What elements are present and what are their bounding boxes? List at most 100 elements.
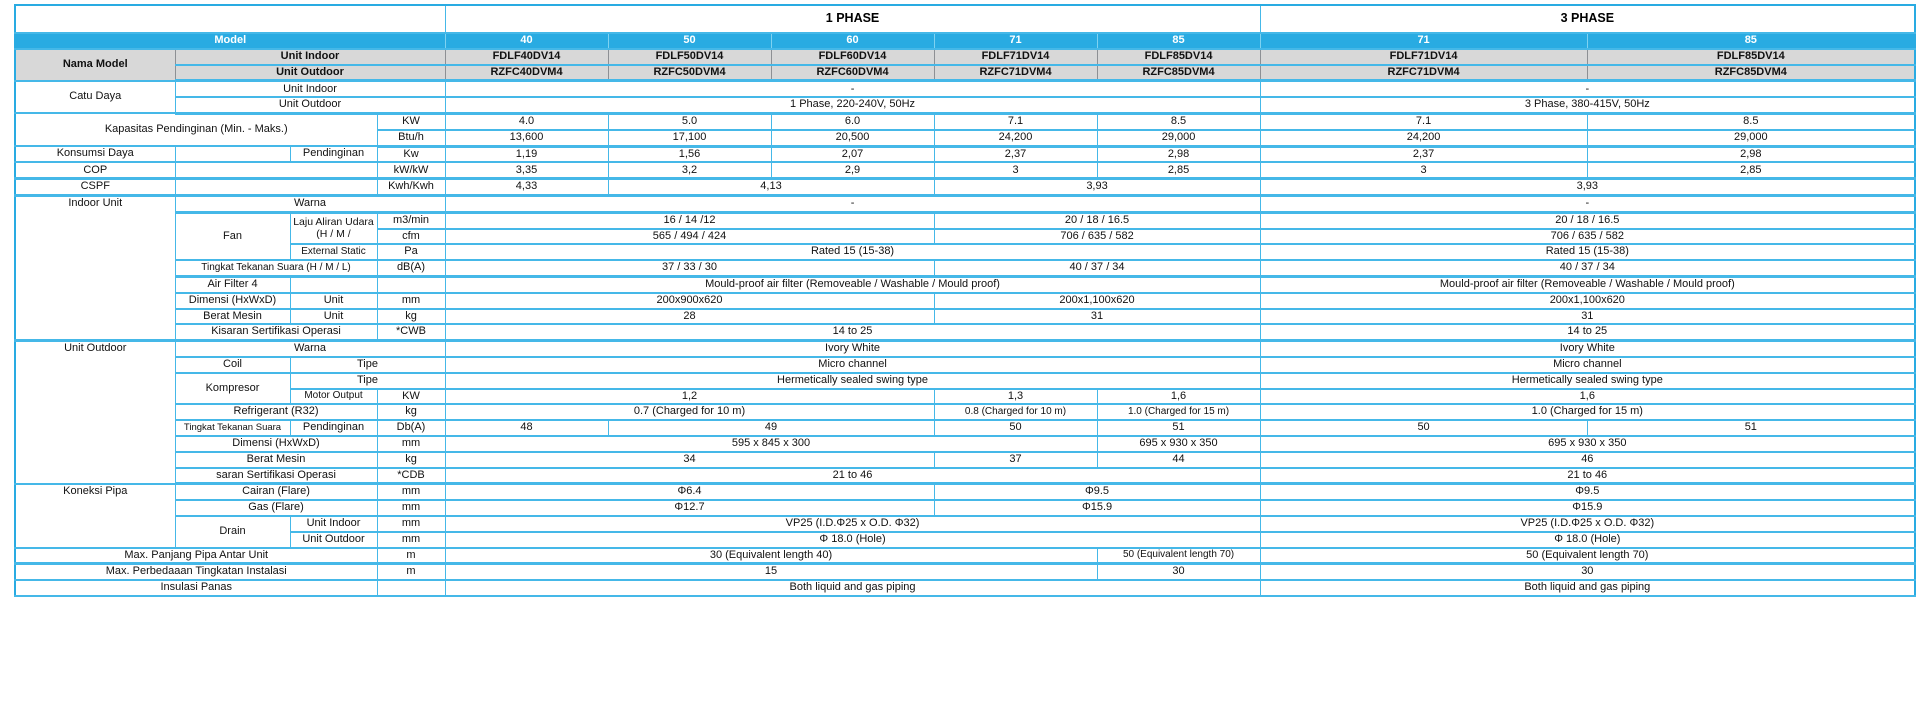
table-cell: 40 / 37 / 34 <box>1259 259 1916 278</box>
table-cell: 17,100 <box>607 129 772 148</box>
table-cell: 37 / 33 / 30 <box>444 259 935 278</box>
table-cell: Unit Indoor <box>289 515 378 533</box>
table-cell: 51 <box>1096 419 1261 437</box>
table-row: Max. Perbedaaan Tingkatan Instalasi m 15 30… <box>14 563 1916 582</box>
table-cell: 34 <box>444 451 935 469</box>
table-cell: 8.5 <box>1586 112 1916 131</box>
table-cell: kg <box>376 451 446 469</box>
external-static-label: External Static <box>289 243 378 262</box>
nama-model-label: Nama Model <box>14 48 176 82</box>
table-cell: 44 <box>1096 451 1261 469</box>
table-cell: Φ6.4 <box>444 483 935 502</box>
table-cell: 706 / 635 / 582 <box>1259 228 1916 246</box>
drain-label: Drain <box>174 515 291 549</box>
table-cell: 4.0 <box>444 112 609 131</box>
table-cell: m <box>376 546 446 566</box>
table-cell: 5.0 <box>607 112 772 131</box>
table-cell: 16 / 14 /12 <box>444 211 935 230</box>
table-cell: KW <box>376 112 446 131</box>
model-col: 50 <box>607 32 772 50</box>
table-cell: 695 x 930 x 350 <box>1096 435 1261 453</box>
table-row: Unit Outdoor mm Φ 18.0 (Hole) Φ 18.0 (Hole) <box>15 531 1916 549</box>
outdoor-model: RZFC71DVM4 <box>933 64 1098 83</box>
table-cell: 3 <box>1259 161 1588 181</box>
table-row: Konsumsi Daya Pendinginan Kw 1,19 1,56 2,07 2,… <box>14 145 1916 164</box>
table-row: Kapasitas Pendinginan (Min. - Maks.) KW 4.… <box>14 112 1916 148</box>
table-row: CSPF Kwh/Kwh 4,33 4,13 3,93 3,93 <box>14 178 1916 197</box>
table-row: Koneksi Pipa Cairan (Flare) mm Φ6.4 Φ9.5 Φ9.5 <box>14 483 1916 549</box>
airflow-label: Laju Aliran Udara (H / M / <box>289 211 378 246</box>
table-row: Dimensi (HxWxD) Unit mm 200x900x620 200x1,10… <box>15 292 1916 310</box>
table-cell: 14 to 25 <box>444 323 1261 343</box>
table-cell: 1,2 <box>444 388 935 406</box>
table-cell: 14 to 25 <box>1259 323 1916 343</box>
table-cell: 3,93 <box>1259 178 1916 197</box>
table-cell: Rated 15 (15-38) <box>1259 243 1916 262</box>
table-cell: mm <box>376 499 446 517</box>
table-cell: Φ12.7 <box>444 499 935 517</box>
table-cell: Micro channel <box>444 356 1261 374</box>
table-cell: 706 / 635 / 582 <box>933 228 1261 246</box>
table-row: Berat Mesin kg 34 37 44 46 <box>15 451 1916 469</box>
table-cell: Cairan (Flare) <box>174 483 378 502</box>
table-row: Dimensi (HxWxD) mm 595 x 845 x 300 695 x 93… <box>15 435 1916 453</box>
model-col: 85 <box>1586 32 1916 50</box>
table-row: Fan Laju Aliran Udara (H / M / m3/min 16 / … <box>15 211 1916 262</box>
table-cell: Unit Outdoor <box>289 531 378 549</box>
table-cell: Ivory White <box>444 340 1261 358</box>
power-supply-1ph: 1 Phase, 220-240V, 50Hz <box>444 96 1261 116</box>
table-cell: Db(A) <box>376 419 446 437</box>
spec-table: 1 PHASE 3 PHASE Model 40 50 60 71 85 71 85 Nama Mo… <box>14 4 1917 597</box>
table-cell: 3,35 <box>444 161 609 181</box>
model-col: 71 <box>1259 32 1588 50</box>
table-row: Gas (Flare) mm Φ12.7 Φ15.9 Φ15.9 <box>15 499 1916 517</box>
table-cell: 24,200 <box>933 129 1098 148</box>
table-cell: 4,33 <box>444 178 609 197</box>
table-cell: VP25 (I.D.Φ25 x O.D. Φ32) <box>1259 515 1916 533</box>
table-cell: Pendinginan <box>289 145 378 164</box>
table-cell: 20 / 18 / 16.5 <box>1259 211 1916 230</box>
model-col: 71 <box>933 32 1098 50</box>
table-cell: 21 to 46 <box>1259 467 1916 486</box>
table-cell: Pa <box>376 243 446 262</box>
indoor-model: FDLF85DV14 <box>1096 48 1261 66</box>
table-cell: - <box>1259 80 1916 99</box>
outdoor-sound-label: Tingkat Tekanan Suara <box>174 419 291 437</box>
compressor-label: Kompresor <box>174 372 291 406</box>
table-row: 1 PHASE 3 PHASE <box>14 4 1916 34</box>
table-cell: 37 <box>933 451 1098 469</box>
table-cell: 2,98 <box>1586 145 1916 164</box>
table-cell: Φ15.9 <box>933 499 1261 517</box>
table-row: Berat Mesin Unit kg 28 31 31 <box>15 308 1916 326</box>
table-cell <box>376 579 446 597</box>
table-cell: 200x1,100x620 <box>933 292 1261 310</box>
table-cell: 0.8 (Charged for 10 m) <box>933 403 1098 422</box>
table-cell: 7.1 <box>933 112 1098 131</box>
table-cell: 0.7 (Charged for 10 m) <box>444 403 935 422</box>
heat-insulation-label: Insulasi Panas <box>14 579 378 597</box>
table-cell: Φ15.9 <box>1259 499 1916 517</box>
table-cell: 51 <box>1586 419 1916 437</box>
table-cell: cfm <box>376 228 446 246</box>
table-row: Nama Model Unit Indoor FDLF40DV14 FDLF50DV1… <box>14 48 1916 82</box>
table-cell: mm <box>376 531 446 549</box>
phase-3-header: 3 PHASE <box>1259 4 1916 34</box>
phase-1-header: 1 PHASE <box>444 4 1261 34</box>
capacity-label: Kapasitas Pendinginan (Min. - Maks.) <box>14 112 378 148</box>
table-cell: VP25 (I.D.Φ25 x O.D. Φ32) <box>444 515 1261 533</box>
table-cell: Φ9.5 <box>1259 483 1916 502</box>
table-cell: 695 x 930 x 350 <box>1259 435 1916 453</box>
table-cell: 595 x 845 x 300 <box>444 435 1098 453</box>
table-cell: Warna <box>174 340 446 358</box>
table-cell: 7.1 <box>1259 112 1588 131</box>
indoor-model: FDLF60DV14 <box>770 48 935 66</box>
table-cell: 30 <box>1259 563 1916 582</box>
table-cell: kg <box>376 403 446 422</box>
table-cell: Kwh/Kwh <box>376 178 446 197</box>
power-consumption-label: Konsumsi Daya <box>14 145 176 164</box>
indoor-model: FDLF40DV14 <box>444 48 609 66</box>
outdoor-model: RZFC50DVM4 <box>607 64 772 83</box>
indoor-unit-section-label: Indoor Unit <box>14 194 176 343</box>
table-cell: 50 <box>1259 419 1588 437</box>
table-cell: Unit Indoor <box>174 80 446 99</box>
